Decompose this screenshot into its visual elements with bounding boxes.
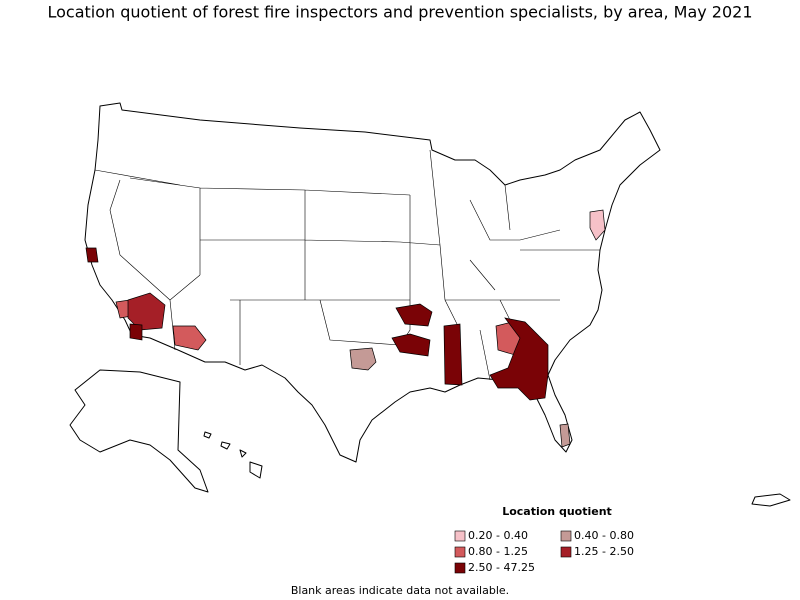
area-nj (589, 209, 606, 241)
map-title: Location quotient of forest fire inspect… (47, 3, 752, 22)
area-mississippi (443, 323, 463, 386)
hawaii (203, 431, 263, 479)
area-south-florida (559, 423, 571, 448)
alaska (69, 369, 209, 493)
legend-label: 0.80 - 1.25 (468, 545, 528, 558)
area-southeast (489, 317, 549, 401)
legend-swatch (560, 530, 572, 542)
highlighted-areas (85, 209, 606, 448)
legend-swatch (560, 546, 572, 558)
area-southern-california (127, 292, 166, 331)
legend-swatch (454, 546, 466, 558)
area-arizona (172, 325, 207, 351)
us-map (69, 102, 791, 507)
area-arkansas (395, 303, 433, 327)
area-san-diego (129, 323, 143, 341)
legend-label: 2.50 - 47.25 (468, 561, 535, 574)
area-east-texas (349, 347, 377, 371)
legend: Location quotient 0.20 - 0.40 0.40 - 0.80… (454, 505, 634, 574)
legend-title: Location quotient (502, 505, 612, 518)
legend-swatch (454, 530, 466, 542)
legend-label: 0.40 - 0.80 (574, 529, 634, 542)
legend-swatch (454, 562, 466, 574)
legend-label: 1.25 - 2.50 (574, 545, 634, 558)
puerto-rico (751, 493, 791, 507)
area-louisiana (391, 333, 431, 357)
area-bay-area (85, 247, 99, 263)
legend-label: 0.20 - 0.40 (468, 529, 528, 542)
footnote: Blank areas indicate data not available. (291, 584, 509, 597)
